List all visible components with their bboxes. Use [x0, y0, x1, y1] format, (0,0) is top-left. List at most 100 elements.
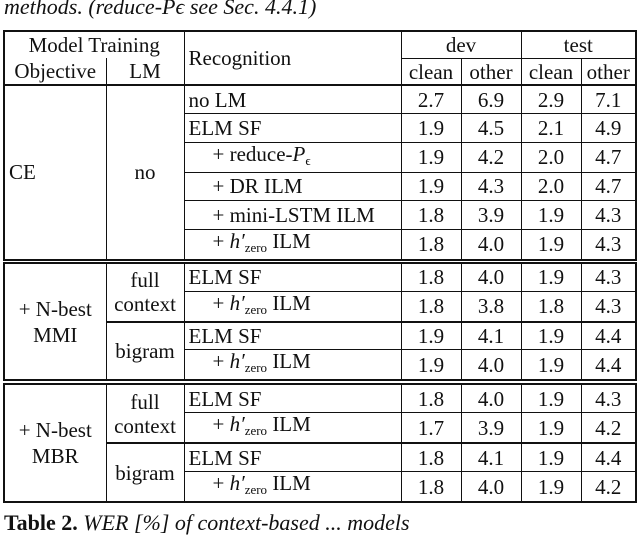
recognition-cell: ELM SF	[183, 442, 402, 472]
wer-dev-clean: 1.7	[400, 412, 462, 444]
wer-dev-other: 3.8	[460, 290, 522, 323]
recognition-cell: + DR ILM	[183, 171, 402, 201]
wer-dev-clean: 1.9	[400, 113, 462, 143]
caption-text: WER [%] of context-based ... models	[83, 510, 410, 535]
wer-test-other: 4.2	[580, 471, 637, 503]
wer-dev-other: 3.9	[460, 200, 522, 230]
wer-dev-other: 4.2	[460, 141, 522, 173]
wer-dev-other: 6.9	[460, 84, 522, 114]
wer-test-other: 4.9	[580, 113, 637, 143]
wer-test-other: 7.1	[580, 84, 637, 114]
wer-dev-other: 4.1	[460, 442, 522, 472]
table-row: bigram ELM SF 1.8 4.1 1.9 4.4	[4, 442, 637, 503]
wer-dev-clean: 1.8	[400, 290, 462, 323]
results-block-1: CE no no LM 2.7 6.9 2.9 7.1 ELM SF 1.9 4.5 2.1 4.9 +…	[3, 84, 637, 261]
wer-test-other: 4.3	[580, 383, 637, 413]
wer-dev-clean: 1.9	[400, 349, 462, 381]
recognition-cell: no LM	[183, 84, 402, 114]
wer-test-clean: 1.9	[520, 471, 582, 503]
header-recognition: Recognition	[183, 30, 402, 86]
wer-test-other: 4.3	[580, 290, 637, 323]
recognition-cell: + h′zero ILM+ h′zero ILM	[183, 290, 402, 323]
recognition-cell: + h′zero ILM+ h′zero ILM	[183, 349, 402, 381]
table-row: + N-best MMI full context ELM SF 1.8 4.0 1.9 4…	[3, 262, 637, 381]
header-lm: LM	[105, 58, 185, 86]
recognition-cell: ELM SF	[183, 262, 402, 292]
header-test-other: other	[580, 57, 637, 86]
wer-test-clean: 1.9	[520, 228, 582, 260]
wer-test-clean: 2.1	[520, 113, 582, 143]
wer-test-clean: 1.9	[520, 412, 582, 444]
header-test-clean: clean	[520, 57, 582, 86]
wer-test-clean: 1.9	[520, 321, 582, 350]
caption-top: methods. (reduce-Pϵ see Sec. 4.4.1)	[4, 0, 317, 19]
wer-dev-clean: 1.8	[400, 471, 462, 503]
wer-test-clean: 1.9	[520, 200, 582, 230]
wer-test-other: 4.3	[580, 228, 637, 260]
wer-test-clean: 2.9	[520, 84, 582, 114]
wer-dev-clean: 1.9	[400, 171, 462, 201]
objective-cell: + N-best MMI	[3, 262, 107, 381]
wer-dev-other: 4.0	[460, 349, 522, 381]
wer-test-other: 4.4	[580, 321, 637, 350]
wer-test-clean: 2.0	[520, 171, 582, 201]
recognition-cell: + h′zero ILM+ h′zero ILM	[183, 471, 402, 503]
results-table-header: Model Training Recognition dev test Obje…	[3, 30, 637, 86]
recognition-cell: ELM SF	[183, 383, 402, 413]
wer-dev-clean: 1.8	[400, 383, 462, 413]
results-block-2: + N-best MMI full context ELM SF 1.8 4.0 1.9 4…	[3, 262, 637, 381]
wer-dev-other: 4.1	[460, 321, 522, 350]
wer-dev-clean: 1.9	[400, 141, 462, 173]
wer-dev-other: 4.0	[460, 228, 522, 260]
wer-dev-clean: 1.8	[400, 200, 462, 230]
wer-test-other: 4.2	[580, 412, 637, 444]
wer-dev-clean: 2.7	[400, 84, 462, 114]
results-block-3: + N-best MBR full context ELM SF 1.8 4.0 1.9 4…	[3, 383, 637, 503]
table-row: bigram ELM SF 1.9 4.1 1.9 4.4	[4, 321, 637, 381]
objective-cell: + N-best MBR	[3, 383, 107, 503]
wer-test-clean: 1.9	[520, 442, 582, 472]
wer-test-other: 4.7	[580, 171, 637, 201]
wer-test-clean: 1.9	[520, 262, 582, 292]
table-row: + reduce-Pϵ+ reduce-Pϵ1.94.22.04.7	[4, 141, 637, 173]
wer-dev-other: 4.5	[460, 113, 522, 143]
wer-test-other: 4.3	[580, 200, 637, 230]
recognition-cell: ELM SF	[183, 321, 402, 350]
wer-test-other: 4.7	[580, 141, 637, 173]
objective-cell: CE	[3, 84, 107, 260]
recognition-cell: ELM SF	[183, 113, 402, 143]
lm-cell: full context	[105, 383, 185, 444]
wer-dev-other: 4.0	[460, 262, 522, 292]
table-row: + N-best MBR full context ELM SF 1.8 4.0 1.9 4…	[3, 383, 637, 503]
table-row: CE no no LM 2.7 6.9 2.9 7.1	[3, 84, 637, 261]
wer-dev-clean: 1.9	[400, 321, 462, 350]
caption-bottom: Table 2. WER [%] of context-based ... mo…	[4, 510, 410, 536]
wer-test-other: 4.3	[580, 262, 637, 292]
recognition-cell: + reduce-Pϵ+ reduce-Pϵ	[183, 141, 402, 173]
wer-test-clean: 2.0	[520, 141, 582, 173]
table-row: + DR ILM 1.9 4.3 2.0 4.7	[4, 171, 637, 201]
header-dev: dev	[400, 30, 522, 59]
table-row: ELM SF 1.9 4.5 2.1 4.9	[4, 113, 637, 143]
lm-cell: bigram	[105, 442, 185, 503]
lm-cell: no	[105, 84, 185, 261]
wer-dev-clean: 1.8	[400, 442, 462, 472]
wer-test-clean: 1.8	[520, 290, 582, 323]
header-model-training: Model Training	[3, 30, 185, 58]
wer-test-other: 4.4	[580, 349, 637, 381]
wer-test-other: 4.4	[580, 442, 637, 472]
recognition-cell: + mini-LSTM ILM	[183, 200, 402, 230]
wer-dev-other: 4.0	[460, 471, 522, 503]
wer-test-clean: 1.9	[520, 349, 582, 381]
wer-dev-other: 4.3	[460, 171, 522, 201]
wer-dev-other: 3.9	[460, 412, 522, 444]
table-row: + mini-LSTM ILM 1.8 3.9 1.9 4.3	[4, 200, 637, 230]
recognition-cell: + h′zero ILM+ h′zero ILM	[183, 412, 402, 444]
caption-label: Table 2.	[4, 510, 78, 535]
lm-cell: full context	[105, 262, 185, 323]
header-dev-other: other	[460, 57, 522, 86]
